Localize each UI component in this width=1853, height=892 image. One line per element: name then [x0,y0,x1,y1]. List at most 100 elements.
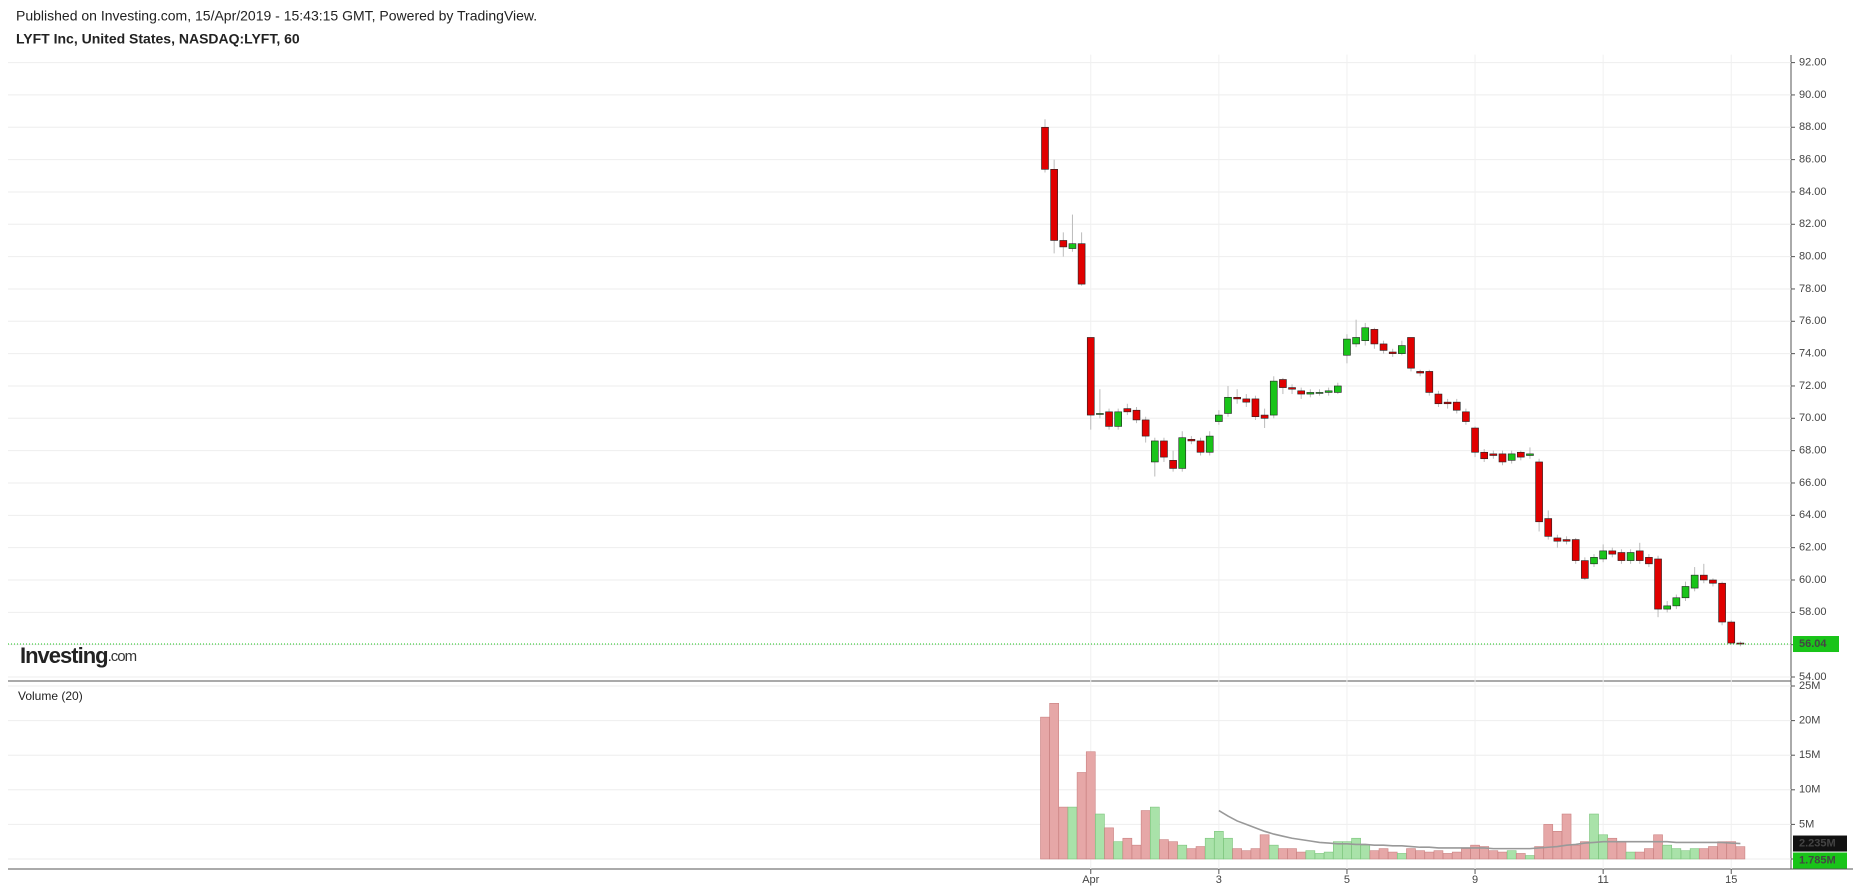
volume-bar [1671,848,1682,860]
volume-bar [1543,824,1554,860]
volume-bar [1076,772,1087,860]
volume-bar [1259,834,1270,860]
candle-body [1050,169,1058,241]
candle-body [1096,413,1104,415]
volume-bar [1122,837,1133,860]
volume-bar [1095,813,1105,860]
candle-body [1645,557,1653,565]
volume-bar [1186,848,1197,860]
y-tick-label: 54.00 [1799,671,1827,683]
candle-body [1334,385,1342,393]
volume-bar [1506,850,1517,860]
ma-tag [1793,835,1847,852]
volume-bar [1040,716,1050,860]
candle-body [1315,392,1324,394]
candle-body [1141,419,1150,437]
candle-body [1196,440,1205,453]
y-tick-label: 64.00 [1799,509,1827,521]
x-tick-label: 15 [1725,874,1737,886]
y-tick-label: 62.00 [1799,542,1827,554]
candle-body [1352,337,1360,345]
y-tick-label: 92.00 [1799,57,1827,69]
volume-bar [1195,846,1206,860]
candle-body [1160,440,1168,458]
candle-body [1727,621,1736,644]
volume-bar [1323,851,1334,860]
candle-body [1288,387,1296,390]
volume-bar [1296,851,1306,860]
candle-body [1700,574,1708,581]
volume-bar [1250,848,1261,860]
volume-bar [1168,841,1178,860]
volume-bar [1131,844,1142,860]
volume-bar [1552,831,1563,860]
volume-bar [1598,834,1608,860]
candle-body [1187,439,1196,442]
volume-bar [1058,806,1069,860]
candle-body [1379,343,1388,351]
candle-body [1626,552,1635,561]
candle-body [1086,337,1095,416]
volume-bar [1268,844,1279,860]
volume-bar [1360,844,1371,860]
volume-last-label: 1.785M [1799,854,1836,866]
logo-suffix: .com [108,648,137,665]
candle-body [1599,550,1607,560]
candle-body [1324,390,1333,393]
volume-bar [1397,853,1407,860]
candle-body [1562,539,1571,542]
volume-bar [1424,851,1435,860]
candle-body [1663,605,1671,610]
volume-bar [1214,831,1224,860]
candle-body [1343,338,1351,356]
candle-body [1718,582,1726,623]
candle-body [1690,574,1699,589]
volume-bar [1140,810,1151,860]
volume-tick-label: 25M [1799,680,1820,692]
volume-bar [1662,844,1672,860]
volume-bar [1150,806,1160,860]
candle-body [1489,453,1498,456]
candle-body [1434,393,1443,405]
y-tick-label: 82.00 [1799,218,1827,230]
volume-tick-label: 10M [1799,784,1820,796]
volume-bar [1726,841,1737,860]
candle-body [1526,453,1534,456]
volume-bar [1735,846,1746,860]
candle-body [1608,550,1617,555]
x-tick-label: 3 [1216,874,1222,886]
volume-title: Volume (20) [18,689,83,703]
candle-body [1169,460,1177,469]
volume-bar [1516,853,1526,860]
candle-body [1654,558,1662,610]
candle-body [1672,597,1681,607]
volume-tick-label: 15M [1799,749,1820,761]
candle-body [1544,518,1553,537]
candle-body [1617,552,1626,561]
volume-tag [1793,852,1847,869]
volume-bar [1451,851,1462,860]
candle-body [1205,435,1214,453]
candle-body [1407,337,1415,369]
y-tick-label: 78.00 [1799,283,1827,295]
y-tick-label: 76.00 [1799,315,1827,327]
candle-body [1105,411,1113,427]
logo-main: Investing [20,643,108,668]
candle-body [1059,240,1068,248]
volume-bar [1067,806,1078,860]
candle-body [1571,539,1580,561]
x-tick-label: Apr [1082,874,1099,886]
volume-bar [1177,844,1188,860]
volume-bar [1305,850,1316,860]
volume-bar [1387,851,1398,860]
volume-bar [1406,848,1416,860]
candle-body [1077,243,1086,285]
candle-body [1279,379,1287,388]
candle-body [1041,126,1049,170]
volume-bar [1113,841,1123,860]
volume-bar [1278,848,1288,860]
grid [8,54,1791,869]
candle-body [1114,411,1122,427]
logo: Investing.com [20,643,137,668]
